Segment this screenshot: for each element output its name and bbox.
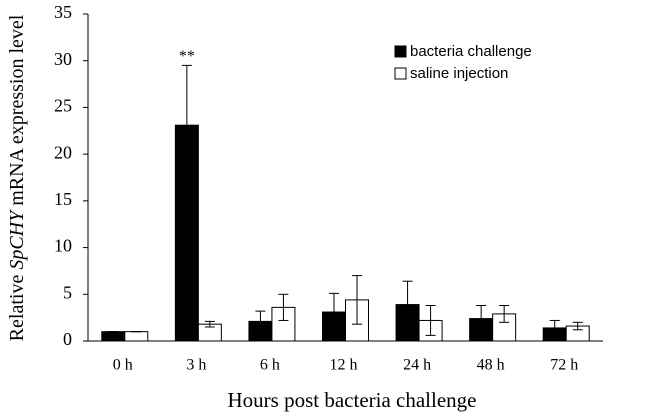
- x-tick-label: 0 h: [113, 357, 133, 374]
- y-axis-title-part: mRNA expression level: [6, 14, 28, 211]
- x-tick-label: 6 h: [260, 357, 280, 374]
- annotation: **: [179, 48, 195, 65]
- bar: [124, 331, 149, 342]
- legend-swatch: [394, 67, 407, 80]
- x-tick-label: 24 h: [403, 357, 431, 374]
- y-axis-title-part: SpCHY: [6, 209, 28, 270]
- y-tick-label: 0: [63, 329, 72, 349]
- x-tick-label: 3 h: [186, 357, 206, 374]
- x-axis-title: Hours post bacteria challenge: [228, 388, 477, 412]
- y-tick-label: 20: [54, 142, 72, 162]
- y-tick-label: 30: [54, 49, 72, 69]
- legend-swatch: [394, 45, 407, 58]
- x-tick-label: 72 h: [550, 357, 578, 374]
- legend-label: saline injection: [410, 65, 508, 82]
- y-tick-label: 15: [54, 189, 72, 209]
- y-tick-label: 35: [54, 2, 72, 22]
- y-axis-title-part: Relative: [6, 270, 28, 342]
- y-axis-title: Relative SpCHY mRNA expression level: [6, 14, 28, 341]
- x-tick-label: 12 h: [330, 357, 358, 374]
- y-tick-label: 10: [54, 236, 72, 256]
- y-tick-label: 25: [54, 96, 72, 116]
- bar: [101, 331, 126, 342]
- x-tick-label: 48 h: [477, 357, 505, 374]
- legend-label: bacteria challenge: [410, 43, 532, 60]
- y-tick-label: 5: [63, 282, 72, 302]
